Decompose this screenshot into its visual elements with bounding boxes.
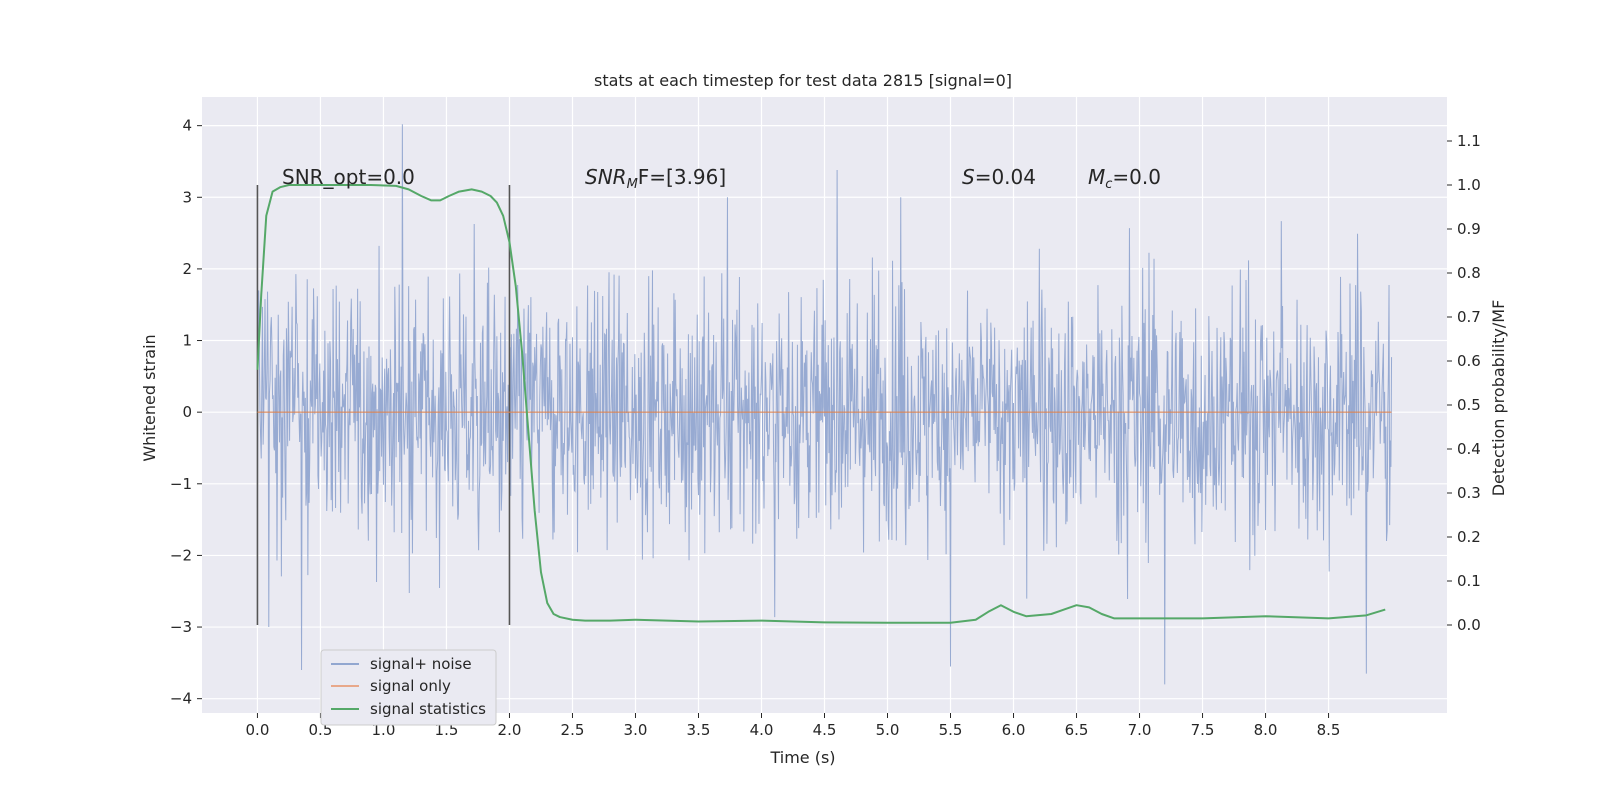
y-right-tick-label: 0.2 — [1457, 528, 1481, 546]
y-right-tick-label: 1.0 — [1457, 176, 1481, 194]
y-tick-label: −1 — [170, 475, 192, 493]
signal-noise-series — [256, 124, 1393, 685]
legend-label-noise: signal+ noise — [370, 655, 472, 673]
y-right-axis-ticks: 1.1 1.0 0.9 0.8 0.7 0.6 0.5 0.4 0.3 0.2 0.1 0.0 — [1447, 132, 1481, 634]
x-tick-label: 3.0 — [624, 721, 648, 739]
statistics-line — [256, 184, 1386, 624]
snr-mf-subscript: M — [627, 177, 638, 192]
x-tick-label: 6.0 — [1002, 721, 1026, 739]
legend-box — [320, 649, 497, 726]
y-tick-label: 1 — [182, 332, 192, 350]
snr-opt-annotation: SNR_opt=0.0 — [282, 165, 415, 189]
x-tick-label: 7.0 — [1128, 721, 1152, 739]
x-tick-label: 2.5 — [561, 721, 585, 739]
x-tick-label: 8.5 — [1317, 721, 1341, 739]
x-axis-label: Time (s) — [769, 748, 835, 767]
mc-subscript: c — [1105, 177, 1112, 192]
mc-symbol: M — [1088, 165, 1105, 189]
y-axis-label: Whitened strain — [140, 334, 159, 461]
chart-title: stats at each timestep for test data 281… — [594, 71, 1012, 90]
y-right-tick-label: 0.9 — [1457, 220, 1481, 238]
y-tick-label: −3 — [170, 618, 192, 636]
y-axis-ticks: 4 3 2 1 0 −1 −2 −3 −4 — [170, 117, 202, 708]
y-right-tick-label: 0.4 — [1457, 440, 1481, 458]
signal-statistics-series — [256, 184, 1386, 624]
noise-line — [256, 124, 1393, 685]
y-right-tick-label: 0.3 — [1457, 484, 1481, 502]
x-tick-label: 5.0 — [876, 721, 900, 739]
y-right-tick-label: 0.0 — [1457, 616, 1481, 634]
x-tick-label: 5.5 — [939, 721, 963, 739]
x-tick-label: 4.0 — [750, 721, 774, 739]
x-tick-label: 6.5 — [1065, 721, 1089, 739]
y-right-tick-label: 0.6 — [1457, 352, 1481, 370]
y-tick-label: −2 — [170, 546, 192, 564]
mc-value: =0.0 — [1112, 165, 1161, 189]
x-tick-label: 0.0 — [246, 721, 270, 739]
y-right-tick-label: 0.1 — [1457, 572, 1481, 590]
snr-mf-annotation: SNRMF=[3.96] — [585, 165, 726, 192]
x-tick-label: 4.5 — [813, 721, 837, 739]
s-annotation: S=0.04 — [962, 165, 1036, 189]
window-markers — [256, 185, 511, 625]
x-tick-label: 7.5 — [1191, 721, 1215, 739]
legend-label-signal-only: signal only — [370, 677, 451, 695]
mc-annotation: Mc=0.0 — [1088, 165, 1161, 192]
y-right-tick-label: 0.8 — [1457, 264, 1481, 282]
y-tick-label: 0 — [182, 403, 192, 421]
y-tick-label: 4 — [182, 117, 192, 135]
y-tick-label: 3 — [182, 188, 192, 206]
snr-mf-value: F=[3.96] — [638, 165, 726, 189]
y-tick-label: −4 — [170, 690, 192, 708]
y-tick-label: 2 — [182, 260, 192, 278]
x-tick-label: 8.0 — [1254, 721, 1278, 739]
x-tick-label: 3.5 — [687, 721, 711, 739]
y-right-axis-label: Detection probability/MF — [1489, 300, 1508, 497]
legend-label-statistics: signal statistics — [370, 700, 486, 718]
s-symbol: S — [962, 165, 975, 189]
legend: signal+ noise signal only signal statist… — [320, 649, 497, 726]
snr-mf-symbol: SNR — [585, 165, 627, 189]
y-right-tick-label: 0.5 — [1457, 396, 1481, 414]
x-tick-label: 2.0 — [498, 721, 522, 739]
s-value: =0.04 — [975, 165, 1036, 189]
y-right-tick-label: 0.7 — [1457, 308, 1481, 326]
y-right-tick-label: 1.1 — [1457, 132, 1481, 150]
